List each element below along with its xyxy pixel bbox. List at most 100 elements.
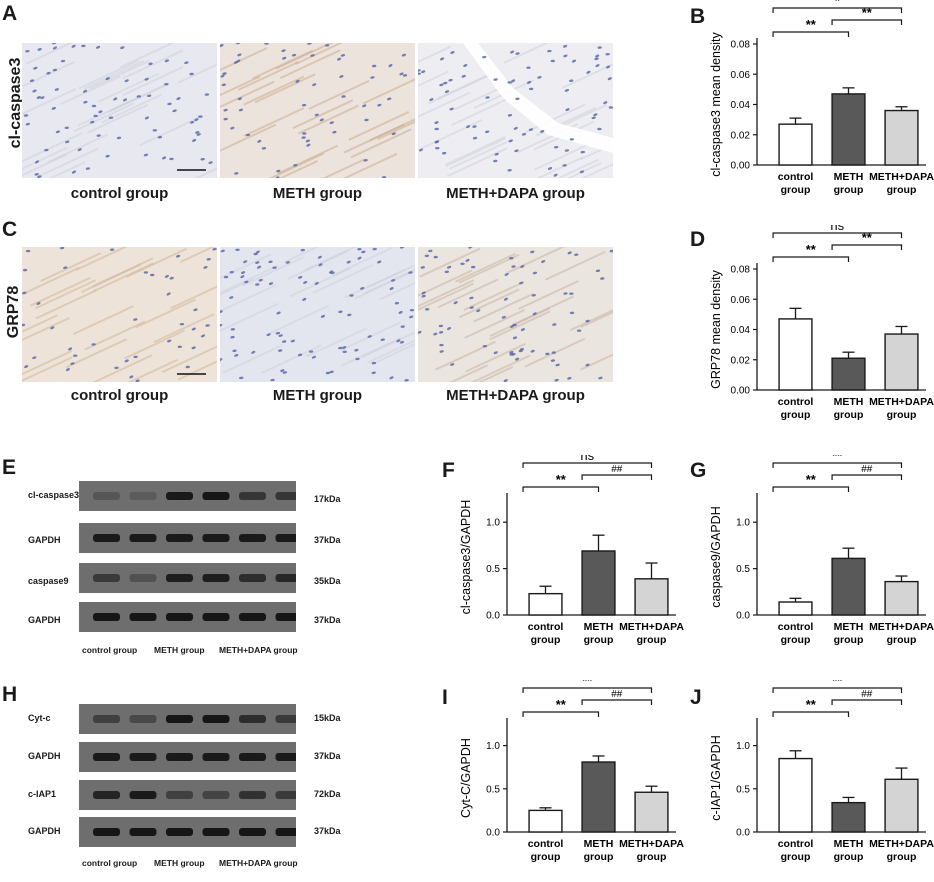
cell-nucleus <box>205 324 210 327</box>
tissue-fiber <box>428 74 490 105</box>
cell-nucleus <box>586 70 591 74</box>
tissue-fiber <box>458 253 520 284</box>
cell-nucleus <box>22 268 28 272</box>
cell-nucleus <box>362 104 367 108</box>
tissue-fiber <box>135 298 197 329</box>
cell-nucleus <box>195 131 200 134</box>
tissue-fiber <box>421 119 483 149</box>
cell-nucleus <box>91 104 97 108</box>
cell-nucleus <box>606 65 611 69</box>
caption-a-meth: METH group <box>272 185 363 202</box>
cell-nucleus <box>189 120 195 124</box>
tissue-fiber <box>340 337 402 367</box>
cell-nucleus <box>435 146 440 150</box>
cell-nucleus <box>528 128 534 131</box>
micrograph-a-control <box>22 43 217 178</box>
cell-nucleus <box>439 350 444 353</box>
cell-nucleus <box>191 346 196 350</box>
tissue-fiber <box>463 281 525 311</box>
x-tick-label: METH <box>834 621 864 633</box>
panel-letter-a: A <box>2 2 18 25</box>
micrograph-c-meth <box>220 247 415 382</box>
cell-nucleus <box>251 350 256 354</box>
tissue-gap <box>463 43 613 153</box>
y-axis-label: cl-caspase3 mean density <box>709 31 723 176</box>
cell-nucleus <box>607 77 612 81</box>
panel-letter-c: C <box>2 218 18 241</box>
cell-nucleus <box>370 76 375 79</box>
blot-band <box>93 613 120 621</box>
blot-e-group-0: control group <box>82 645 138 655</box>
cell-nucleus <box>507 169 512 172</box>
significance-label: ** <box>862 5 873 20</box>
ihc-row-label-c: GRP78 <box>5 285 22 339</box>
significance-label: ** <box>806 472 817 487</box>
cell-nucleus <box>493 159 498 163</box>
tissue-fiber <box>237 60 299 91</box>
blot-band <box>275 753 296 761</box>
tissue-fiber <box>556 158 599 178</box>
bar <box>581 761 616 833</box>
tissue-fiber <box>220 264 279 294</box>
y-axis-label: cl-caspase3/GAPDH <box>459 500 473 615</box>
cell-nucleus <box>515 357 520 361</box>
cell-nucleus <box>64 126 69 130</box>
cell-nucleus <box>563 54 568 58</box>
tissue-fiber <box>451 96 512 127</box>
cell-nucleus <box>229 296 234 299</box>
cell-nucleus <box>208 161 213 164</box>
micrograph-c-dapa <box>418 247 613 382</box>
blot-band <box>129 828 157 836</box>
y-tick-label: 1.0 <box>736 518 750 529</box>
y-tick-label: 0.04 <box>731 100 751 111</box>
cell-nucleus <box>418 69 421 72</box>
y-tick-label: 1.0 <box>736 741 750 752</box>
tissue-fiber <box>518 280 579 310</box>
cell-nucleus <box>320 314 325 318</box>
blot-band <box>129 753 157 761</box>
cell-nucleus <box>258 278 263 282</box>
cell-nucleus <box>318 263 323 267</box>
tissue-fiber <box>512 295 574 326</box>
tissue-fiber <box>277 144 339 175</box>
tissue-background <box>418 43 613 178</box>
cell-nucleus <box>169 276 174 280</box>
blot-band <box>239 828 266 836</box>
significance-label: ** <box>832 455 843 463</box>
cell-nucleus <box>399 247 405 249</box>
tissue-fiber <box>127 358 178 382</box>
cell-nucleus <box>511 265 516 268</box>
cell-nucleus <box>36 96 41 99</box>
cell-nucleus <box>591 116 596 120</box>
cell-nucleus <box>593 113 598 117</box>
chart-g: caspase9/GAPDH0.00.51.0controlgroupMETHg… <box>709 455 934 646</box>
y-tick-label: 0.5 <box>736 564 750 575</box>
cell-nucleus <box>567 251 572 255</box>
cell-nucleus <box>54 88 59 91</box>
blot-band <box>129 613 157 621</box>
caption-c-control: control group <box>70 387 169 404</box>
panel-letter-f: F <box>442 459 455 482</box>
significance-bracket <box>772 7 903 13</box>
tissue-fiber <box>418 282 474 311</box>
y-tick-label: 0.0 <box>736 611 750 622</box>
cell-nucleus <box>518 349 523 353</box>
tissue-fiber <box>446 147 508 178</box>
cell-nucleus <box>164 59 169 63</box>
cell-nucleus <box>22 323 26 327</box>
blot-band <box>166 791 193 799</box>
cell-nucleus <box>120 46 125 50</box>
cell-nucleus <box>83 89 88 93</box>
cell-nucleus <box>400 325 405 328</box>
cell-nucleus <box>453 301 458 305</box>
blot-band <box>129 715 157 723</box>
cell-nucleus <box>429 98 434 102</box>
cell-nucleus <box>270 378 275 382</box>
cell-nucleus <box>444 90 450 93</box>
bar <box>831 357 866 391</box>
tissue-fiber <box>22 266 80 296</box>
cell-nucleus <box>236 43 241 45</box>
y-tick-label: 0.0 <box>486 828 500 839</box>
cell-nucleus <box>468 247 473 249</box>
cell-nucleus <box>293 164 298 167</box>
